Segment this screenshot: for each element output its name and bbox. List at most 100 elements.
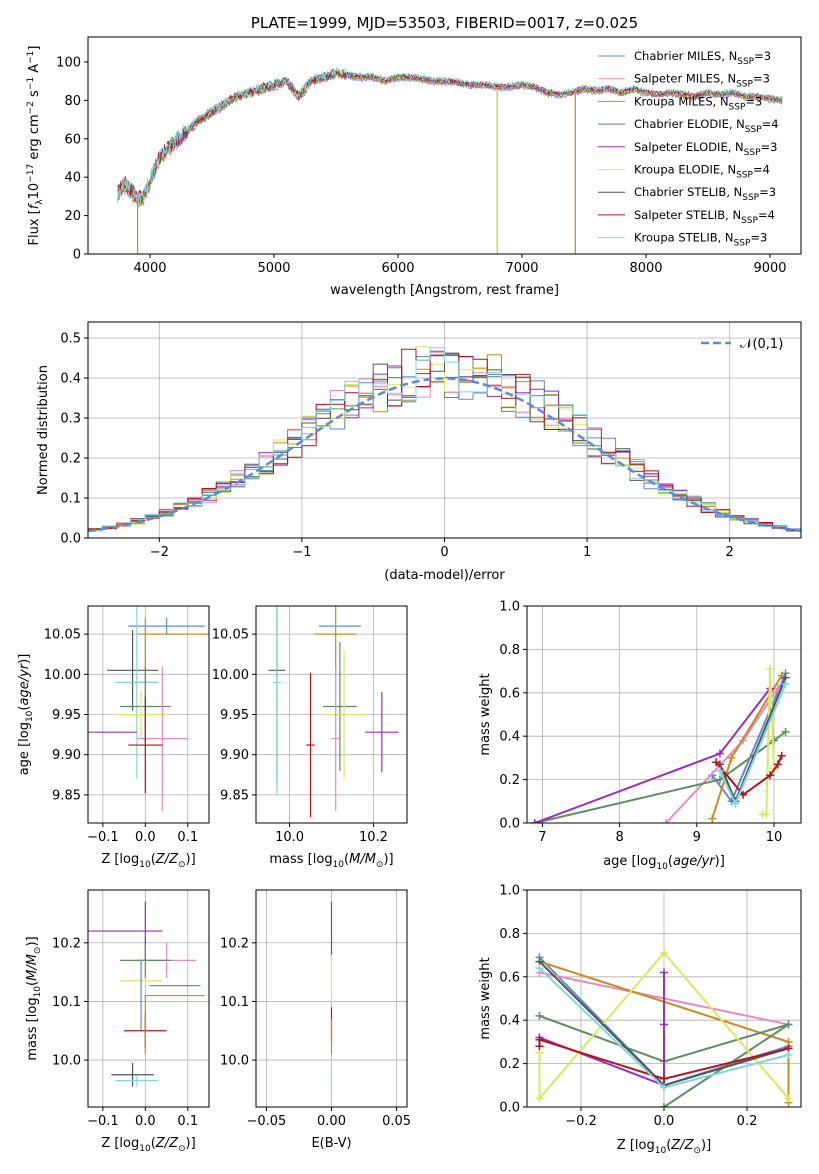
x-axis-label: Z [log10(Z/Z⊙)] bbox=[101, 1136, 195, 1154]
weight-marker bbox=[773, 760, 782, 769]
tick-label-y: 9.95 bbox=[52, 708, 81, 723]
tick-label-y: 40 bbox=[64, 171, 81, 186]
tick-label-x: 1 bbox=[583, 545, 591, 560]
tick-label-x: −0.05 bbox=[246, 1114, 286, 1129]
y-axis-label: age [log10(age/yr)] bbox=[17, 654, 35, 776]
weight-marker bbox=[660, 968, 668, 977]
weight-vs-Z-lines bbox=[535, 948, 793, 1107]
tick-label-y: 10.0 bbox=[220, 1054, 249, 1069]
weight-marker bbox=[727, 753, 736, 762]
age-vs-mass-frame bbox=[255, 605, 408, 824]
weight-marker bbox=[712, 758, 721, 767]
weight-marker bbox=[766, 664, 775, 673]
mass-vs-Z-points bbox=[88, 901, 205, 1087]
tick-label-x: 0.00 bbox=[317, 1114, 346, 1129]
tick-label-x: 7 bbox=[538, 830, 546, 845]
legend-label: Chabrier ELODIE, NSSP=4 bbox=[634, 117, 779, 135]
y-axis-label: mass weight bbox=[478, 673, 493, 755]
tick-label-y: 9.85 bbox=[52, 788, 81, 803]
tick-label-y: 9.90 bbox=[220, 748, 249, 763]
weight-marker bbox=[777, 751, 786, 760]
mass-vs-Z-frame bbox=[87, 889, 210, 1108]
tick-label-y: 10.1 bbox=[52, 995, 81, 1010]
tick-label-x: −2 bbox=[150, 545, 169, 560]
weight-marker bbox=[784, 1094, 793, 1103]
spectrum-frame bbox=[87, 36, 802, 255]
histogram-series bbox=[88, 347, 801, 531]
tick-label-x: 6000 bbox=[381, 261, 414, 276]
tick-label-y: 0.5 bbox=[60, 332, 81, 347]
spectrum-line bbox=[117, 68, 783, 203]
legend-label: Chabrier MILES, NSSP=3 bbox=[634, 49, 771, 67]
tick-label-y: 0.2 bbox=[60, 452, 81, 467]
tick-label-y: 0.2 bbox=[499, 773, 520, 788]
tick-label-y: 0.6 bbox=[499, 686, 520, 701]
weight-marker bbox=[708, 814, 717, 823]
tick-label-x: 4000 bbox=[133, 261, 166, 276]
weight-marker bbox=[660, 948, 668, 957]
legend-label: Kroupa ELODIE, NSSP=4 bbox=[634, 163, 770, 181]
tick-label-y: 9.90 bbox=[52, 748, 81, 763]
tick-label-x: 10.2 bbox=[359, 830, 388, 845]
histogram-steps bbox=[88, 346, 801, 533]
tick-label-y: 0.8 bbox=[499, 643, 520, 658]
weight-marker bbox=[784, 1050, 793, 1059]
legend-label: Salpeter STELIB, NSSP=4 bbox=[634, 208, 775, 226]
x-axis-label: E(B-V) bbox=[311, 1136, 351, 1151]
tick-label-y: 0.4 bbox=[499, 1014, 520, 1029]
tick-label-x: 0.1 bbox=[177, 830, 198, 845]
histogram-series bbox=[88, 346, 801, 532]
weight-vs-age-frame bbox=[526, 605, 802, 824]
tick-label-y: 0.3 bbox=[60, 412, 81, 427]
weight-marker bbox=[715, 766, 724, 775]
x-axis-label: wavelength [Angstrom, rest frame] bbox=[330, 283, 559, 298]
weight-marker bbox=[661, 819, 670, 823]
tick-label-x: 0.0 bbox=[654, 1114, 675, 1129]
age-vs-Z-points bbox=[88, 606, 209, 811]
tick-label-y: 0.6 bbox=[499, 970, 520, 985]
legend-label: 𝒩(0,1) bbox=[740, 337, 783, 352]
x-axis-label: (data-model)/error bbox=[384, 568, 505, 583]
age-vs-mass-axes: 10.0 10.2 9.85 9.90 9.95 10.00 10.05 bbox=[212, 606, 407, 845]
tick-label-x: 10.0 bbox=[275, 830, 304, 845]
mass-vs-Z-axes: −0.1 0.0 0.1 10.0 10.1 10.2 bbox=[52, 890, 209, 1129]
spectrum-lines bbox=[117, 66, 783, 254]
weight-marker bbox=[781, 727, 790, 736]
tick-label-x: 7000 bbox=[505, 261, 538, 276]
residuals-frame bbox=[87, 321, 802, 539]
spectrum-line bbox=[117, 66, 783, 205]
mass-vs-ebv-axes: −0.05 0.00 0.05 10.0 10.1 10.2 bbox=[220, 890, 411, 1129]
tick-label-y: 10.05 bbox=[212, 628, 249, 643]
y-axis-label: Normed distribution bbox=[36, 365, 51, 495]
tick-label-y: 10.00 bbox=[212, 668, 249, 683]
tick-label-y: 60 bbox=[64, 132, 81, 147]
tick-label-y: 0.2 bbox=[499, 1057, 520, 1072]
tick-label-x: 8000 bbox=[629, 261, 662, 276]
weight-line bbox=[539, 972, 665, 1087]
x-axis-label: Z [log10(Z/Z⊙)] bbox=[617, 1138, 711, 1156]
tick-label-y: 100 bbox=[56, 55, 81, 70]
tick-label-x: −0.1 bbox=[87, 1114, 119, 1129]
tick-label-y: 9.95 bbox=[220, 708, 249, 723]
tick-label-y: 10.1 bbox=[220, 995, 249, 1010]
legend-label: Salpeter ELODIE, NSSP=3 bbox=[634, 140, 777, 158]
tick-label-x: 0.05 bbox=[382, 1114, 411, 1129]
tick-label-y: 0.4 bbox=[60, 372, 81, 387]
legend-label: Chabrier STELIB, NSSP=3 bbox=[634, 185, 776, 203]
legend-label: Salpeter MILES, NSSP=3 bbox=[634, 72, 770, 90]
x-axis-label: mass [log10(M/M⊙)] bbox=[269, 852, 393, 870]
weight-marker bbox=[535, 1094, 544, 1103]
weight-marker bbox=[766, 771, 775, 780]
age-vs-Z-axes: −0.1 0.0 0.1 9.85 9.90 9.95 10.00 10.05 bbox=[44, 606, 209, 845]
weight-vs-Z-frame bbox=[526, 889, 802, 1108]
x-axis-label: Z [log10(Z/Z⊙)] bbox=[101, 852, 195, 870]
weight-marker bbox=[535, 1011, 544, 1020]
age-vs-mass-points bbox=[268, 606, 399, 818]
tick-label-y: 10.2 bbox=[52, 936, 81, 951]
tick-label-x: −1 bbox=[292, 545, 311, 560]
weight-marker bbox=[660, 1074, 668, 1083]
tick-label-y: 10.2 bbox=[220, 936, 249, 951]
legend-label: Kroupa MILES, NSSP=3 bbox=[634, 94, 762, 112]
weight-marker bbox=[781, 680, 790, 689]
